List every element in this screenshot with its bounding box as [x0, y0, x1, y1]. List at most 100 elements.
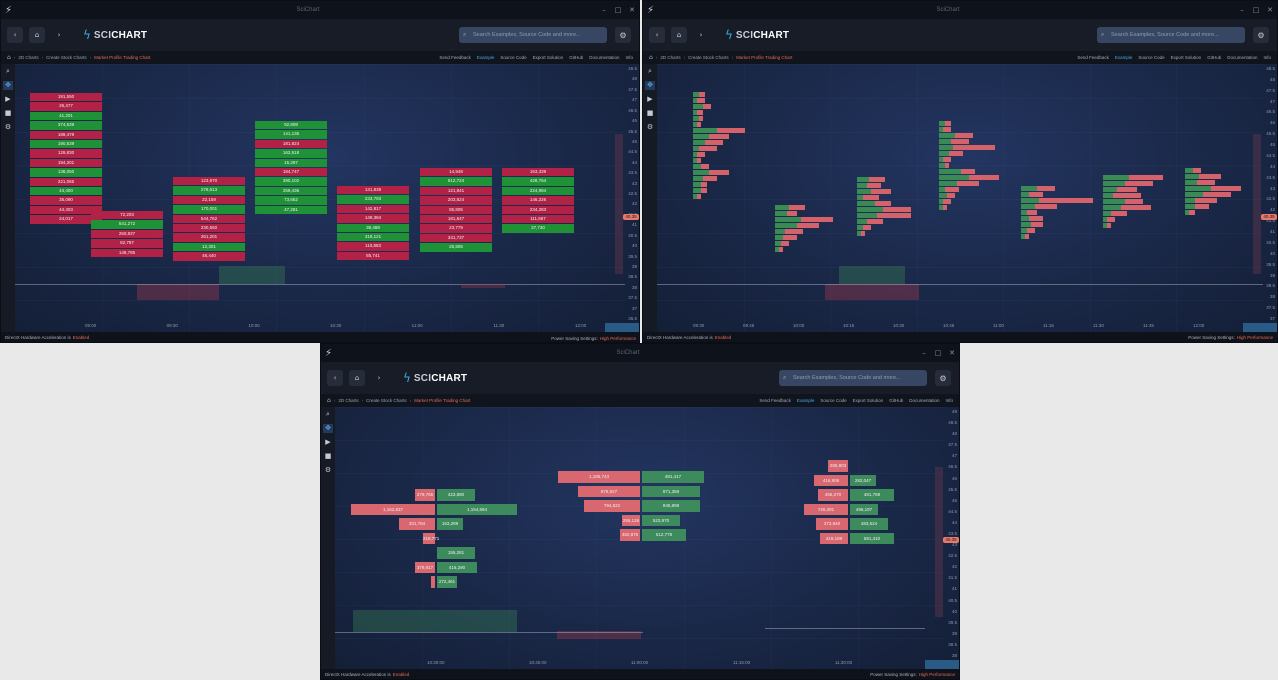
stop-icon[interactable]: ■ [646, 109, 654, 117]
profile-cell: 341,737 [420, 233, 492, 243]
source-code-link[interactable]: Source Code [1138, 55, 1165, 60]
send-feedback-link[interactable]: Send Feedback [439, 55, 471, 60]
breadcrumb-item[interactable]: 2D Charts [660, 55, 681, 60]
time-tick-label: 10:30 [893, 323, 905, 328]
market-profile-chart[interactable]: 48.5 48 47.5 47 46.5 46 45.5 45 44.5 44 43.5 43 42.5… [657, 64, 1277, 334]
back-button[interactable]: ‹ [649, 27, 665, 43]
example-link[interactable]: Example [476, 55, 495, 60]
maximize-button[interactable]: □ [1252, 6, 1260, 14]
github-link[interactable]: GitHub [1207, 55, 1222, 60]
home-button[interactable]: ⌂ [29, 27, 45, 43]
play-icon[interactable]: ▶ [325, 438, 331, 446]
forward-button[interactable]: › [699, 31, 703, 39]
search-input[interactable]: ⌕ Search Examples, Source Code and more.… [1097, 27, 1245, 43]
breadcrumb-item[interactable]: 2D Charts [18, 55, 39, 60]
close-button[interactable]: ✕ [1267, 6, 1273, 14]
home-icon[interactable]: ⌂ [649, 54, 653, 61]
overview-scrollbar[interactable] [605, 323, 639, 332]
minimize-button[interactable]: – [602, 6, 606, 14]
maximize-button[interactable]: □ [934, 349, 942, 357]
price-tick-label: 40.5 [628, 232, 637, 238]
price-tick-label: 48.5 [1266, 66, 1275, 71]
price-tick-label: 48 [1269, 76, 1275, 82]
send-feedback-link[interactable]: Send Feedback [1077, 55, 1109, 60]
nav-bar: ‹ ⌂ › ϟ SCI CHART ⌕ Search Examples, Sou… [643, 19, 1277, 51]
send-feedback-link[interactable]: Send Feedback [759, 398, 791, 403]
github-link[interactable]: GitHub [889, 398, 904, 403]
volume-histogram [935, 467, 943, 617]
zoom-icon[interactable]: ⌕ [326, 410, 330, 418]
info-link[interactable]: Info [625, 55, 633, 60]
search-icon: ⌕ [1101, 31, 1105, 38]
buy-volume-bar [1021, 198, 1039, 204]
profile-cell: 224,994 [502, 186, 574, 196]
play-icon[interactable]: ▶ [647, 95, 653, 103]
breadcrumb-item[interactable]: Create Stock Charts [366, 398, 407, 403]
close-button[interactable]: ✕ [629, 6, 635, 14]
sell-volume-bar [1113, 193, 1141, 199]
time-tick-label: 12:00 [1193, 323, 1205, 328]
documentation-link[interactable]: Documentation [1227, 55, 1258, 60]
overview-scrollbar[interactable] [925, 660, 959, 669]
settings-icon[interactable]: ⚙ [324, 466, 332, 474]
export-solution-link[interactable]: Export Solution [1170, 55, 1202, 60]
stop-icon[interactable]: ■ [4, 109, 12, 117]
buy-volume-bar [1021, 234, 1025, 240]
pan-icon[interactable]: ✥ [645, 81, 655, 90]
zoom-icon[interactable]: ⌕ [648, 67, 652, 75]
github-link[interactable]: GitHub [569, 55, 584, 60]
title-bar: ⚡ SciChart – □ ✕ [321, 344, 959, 362]
export-solution-link[interactable]: Export Solution [852, 398, 884, 403]
maximize-button[interactable]: □ [614, 6, 622, 14]
zoom-icon[interactable]: ⌕ [6, 67, 10, 75]
pan-icon[interactable]: ✥ [3, 81, 13, 90]
profile-cell: 37,730 [502, 224, 574, 233]
back-button[interactable]: ‹ [327, 370, 343, 386]
stop-icon[interactable]: ■ [324, 452, 332, 460]
breadcrumb-item[interactable]: 2D Charts [338, 398, 359, 403]
source-code-link[interactable]: Source Code [820, 398, 847, 403]
market-profile-chart[interactable]: 46.5 48 47.5 47 46.5 46 45.5 45 44.5 44 43.5 43 42.5… [15, 64, 639, 334]
home-button[interactable]: ⌂ [349, 370, 365, 386]
sell-volume-bar [783, 235, 797, 241]
example-link[interactable]: Example [796, 398, 815, 403]
settings-button[interactable]: ⚙ [935, 370, 951, 386]
sell-volume-bar [1027, 228, 1035, 234]
back-button[interactable]: ‹ [7, 27, 23, 43]
close-button[interactable]: ✕ [949, 349, 955, 357]
overview-scrollbar[interactable] [1243, 323, 1277, 332]
pan-icon[interactable]: ✥ [323, 424, 333, 433]
settings-icon[interactable]: ⚙ [646, 123, 654, 131]
buy-volume-bar [693, 182, 701, 188]
settings-icon[interactable]: ⚙ [4, 123, 12, 131]
breadcrumb-item[interactable]: Create Stock Charts [688, 55, 729, 60]
buy-volume-bar [939, 121, 945, 127]
info-link[interactable]: Info [945, 398, 953, 403]
home-icon[interactable]: ⌂ [327, 397, 331, 404]
documentation-link[interactable]: Documentation [589, 55, 620, 60]
profile-cell: 203,824 [420, 196, 492, 205]
example-link[interactable]: Example [1114, 55, 1133, 60]
market-profile-chart[interactable]: 49 48.5 48 47.5 47 46.5 46 45.5 45 44.5 44 43.5 43 42… [335, 407, 959, 671]
search-input[interactable]: ⌕ Search Examples, Source Code and more.… [779, 370, 927, 386]
grid-line [335, 407, 945, 408]
home-icon[interactable]: ⌂ [7, 54, 11, 61]
settings-button[interactable]: ⚙ [615, 27, 631, 43]
source-code-link[interactable]: Source Code [500, 55, 527, 60]
logo-text-chart: CHART [753, 29, 790, 41]
settings-button[interactable]: ⚙ [1253, 27, 1269, 43]
home-button[interactable]: ⌂ [671, 27, 687, 43]
search-input[interactable]: ⌕ Search Examples, Source Code and more.… [459, 27, 607, 43]
forward-button[interactable]: › [57, 31, 61, 39]
minimize-button[interactable]: – [1240, 6, 1244, 14]
sell-volume-bar [1189, 210, 1195, 216]
forward-button[interactable]: › [377, 374, 381, 382]
info-link[interactable]: Info [1263, 55, 1271, 60]
sell-volume-bar: 218,771 [423, 532, 439, 544]
minimize-button[interactable]: – [922, 349, 926, 357]
export-solution-link[interactable]: Export Solution [532, 55, 564, 60]
play-icon[interactable]: ▶ [5, 95, 11, 103]
price-tick-label: 46.5 [628, 107, 637, 113]
documentation-link[interactable]: Documentation [909, 398, 940, 403]
breadcrumb-item[interactable]: Create Stock Charts [46, 55, 87, 60]
